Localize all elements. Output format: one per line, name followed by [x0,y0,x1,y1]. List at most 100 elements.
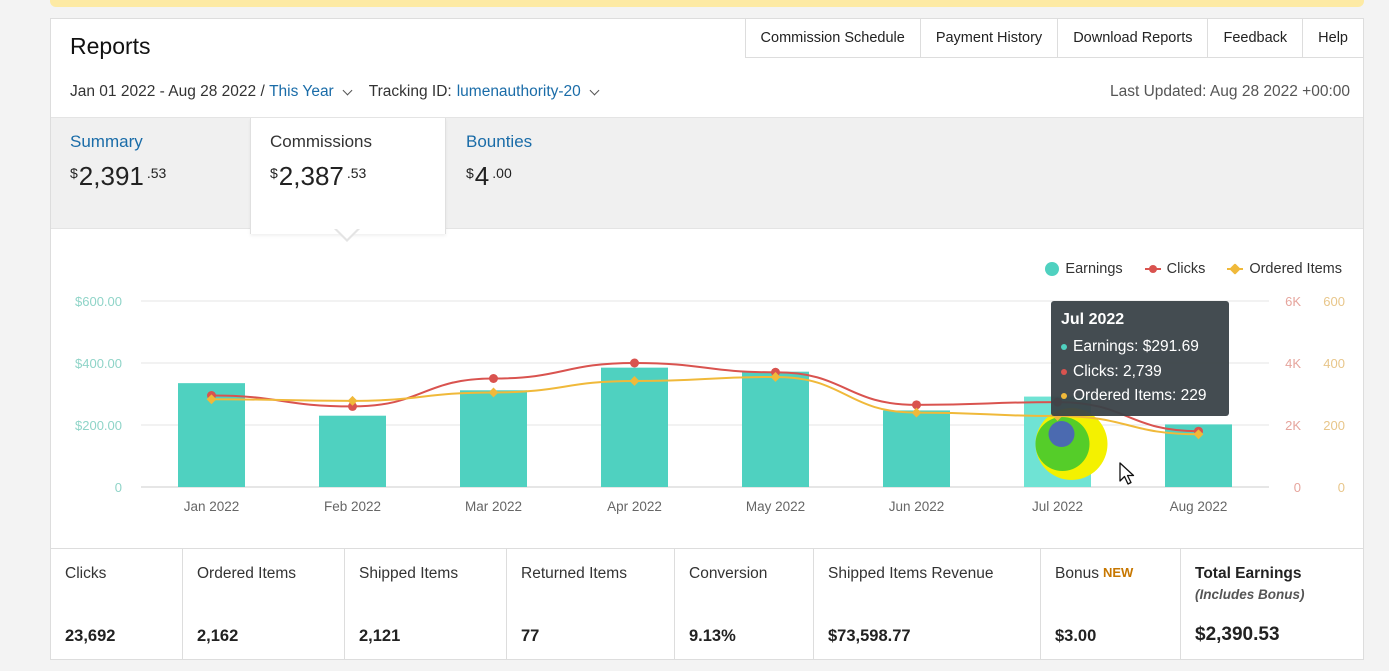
ordered-items-point [770,372,781,382]
right-axis-ordered-tick: 200 [1323,418,1345,433]
tooltip-clicks: Clicks: 2,739 [1061,360,1219,385]
stat-sublabel: (Includes Bonus) [1195,587,1305,602]
left-axis-tick: $400.00 [75,356,122,371]
new-badge: NEW [1102,565,1134,580]
date-range: Jan 01 2022 - Aug 28 2022 [70,83,257,100]
clicks-point [630,358,639,368]
filter-row: Jan 01 2022 - Aug 28 2022 / This Year Tr… [70,83,608,101]
stat-value: $3.00 [1055,627,1097,645]
stat-bonus: Bonus NEW $3.00 [1041,549,1181,659]
download-reports-link[interactable]: Download Reports [1058,19,1209,57]
ordered-items-point [206,394,217,405]
report-links: Commission Schedule Payment History Down… [744,19,1363,58]
x-axis-tick: Apr 2022 [607,499,662,514]
stat-label: Shipped Items [359,565,459,582]
stat-label: Shipped Items Revenue [828,565,994,582]
right-axis-clicks-tick: 4K [1285,356,1301,371]
x-axis-tick: Mar 2022 [465,499,522,514]
stat-value: 2,162 [197,627,239,645]
clicks-point [912,400,921,410]
reports-card: Reports Commission Schedule Payment Hist… [50,18,1364,660]
right-axis-clicks-tick: 0 [1294,480,1301,495]
legend-ordered-swatch [1227,268,1244,270]
stat-ordered-items: Ordered Items 2,162 [183,549,345,659]
legend-clicks[interactable]: Clicks [1144,261,1206,277]
earnings-chart: 0 0 0 $200.00 2K 200 $400.00 4K 400 $600.00 6K 600 J… [75,294,1345,514]
right-axis-ordered-tick: 600 [1323,294,1345,309]
ordered-items-point [629,376,640,386]
stat-label: Bonus NEW [1055,565,1134,582]
ordered-items-point [911,407,922,418]
ordered-items-point [1193,429,1204,440]
tab-summary[interactable]: Summary $ 2,391 .53 [51,118,250,230]
ordered-items-point [488,387,499,398]
bar-earnings [460,390,527,487]
right-axis-ordered-tick: 0 [1338,480,1345,495]
chart-tooltip: Jul 2022 Earnings: $291.69 Clicks: 2,739… [1051,301,1229,416]
tab-amount: $ 4 .00 [466,161,618,192]
page-title: Reports [70,33,151,59]
summary-tabs: Summary $ 2,391 .53 Commissions $ 2,387 … [51,117,1363,234]
stat-shipped-revenue: Shipped Items Revenue $73,598.77 [814,549,1041,659]
legend-label: Clicks [1166,261,1206,277]
x-axis-tick: Aug 2022 [1170,499,1228,514]
stat-conversion: Conversion 9.13% [675,549,814,659]
stat-shipped-items: Shipped Items 2,121 [345,549,507,659]
tooltip-earnings: Earnings: $291.69 [1061,335,1219,360]
bar-earnings [883,410,950,487]
currency-symbol: $ [270,165,278,181]
commission-schedule-link[interactable]: Commission Schedule [746,19,921,57]
tooltip-ordered-items: Ordered Items: 229 [1061,384,1219,409]
clicks-line [211,361,1199,433]
tab-label: Commissions [270,132,373,151]
amount-whole: 2,391 [78,161,144,191]
stat-returned-items: Returned Items 77 [507,549,675,659]
right-axis-clicks-tick: 6K [1285,294,1301,309]
tab-bounties[interactable]: Bounties $ 4 .00 [447,118,637,230]
clicks-point [489,374,498,383]
bar-earnings [601,367,668,487]
stat-total-earnings: Total Earnings (Includes Bonus) $2,390.5… [1181,549,1363,659]
bar-earnings [319,415,386,487]
stat-clicks: Clicks 23,692 [51,549,183,659]
mouse-cursor-icon [1119,462,1135,485]
right-axis-ordered-tick: 400 [1323,356,1345,371]
legend-earnings-swatch [1045,262,1060,276]
stat-label: Returned Items [521,565,627,582]
amount-cents: .53 [346,165,367,181]
currency-symbol: $ [466,165,474,181]
x-axis-tick: Jan 2022 [184,499,240,514]
feedback-link[interactable]: Feedback [1208,19,1304,57]
amount-cents: .53 [146,165,167,181]
x-axis-tick: Feb 2022 [324,499,381,514]
legend-label: Earnings [1065,261,1123,277]
stat-label: Ordered Items [197,565,297,582]
stat-value: 9.13% [689,627,736,645]
stat-value: $73,598.77 [828,627,911,645]
x-axis-tick: May 2022 [746,499,805,514]
tracking-id-dropdown[interactable]: lumenauthority-20 [456,83,581,100]
left-axis-tick: $200.00 [75,418,122,433]
amount-cents: .00 [492,165,512,181]
stat-label: Clicks [65,565,107,582]
tracking-label: Tracking ID: [368,83,452,100]
legend-earnings[interactable]: Earnings [1045,261,1123,277]
tab-commissions[interactable]: Commissions $ 2,387 .53 [250,118,446,234]
stat-value: 23,692 [65,627,116,645]
amount-whole: 2,387 [278,161,344,191]
clicks-point [348,401,357,411]
tab-amount: $ 2,387 .53 [270,161,426,192]
tooltip-title: Jul 2022 [1061,311,1125,328]
last-updated: Last Updated: Aug 28 2022 +00:00 [1109,83,1350,100]
help-link[interactable]: Help [1318,30,1348,46]
legend-ordered-items[interactable]: Ordered Items [1227,261,1342,277]
stat-label: Conversion [689,565,768,582]
tab-label: Summary [70,132,143,151]
payment-history-link[interactable]: Payment History [921,19,1059,57]
period-dropdown[interactable]: This Year [269,83,334,100]
stats-row: Clicks 23,692 Ordered Items 2,162 Shippe… [51,548,1363,659]
legend-label: Ordered Items [1249,261,1342,277]
stat-value: 2,121 [359,627,401,645]
stat-label: Total Earnings [1195,565,1302,582]
currency-symbol: $ [70,165,78,181]
